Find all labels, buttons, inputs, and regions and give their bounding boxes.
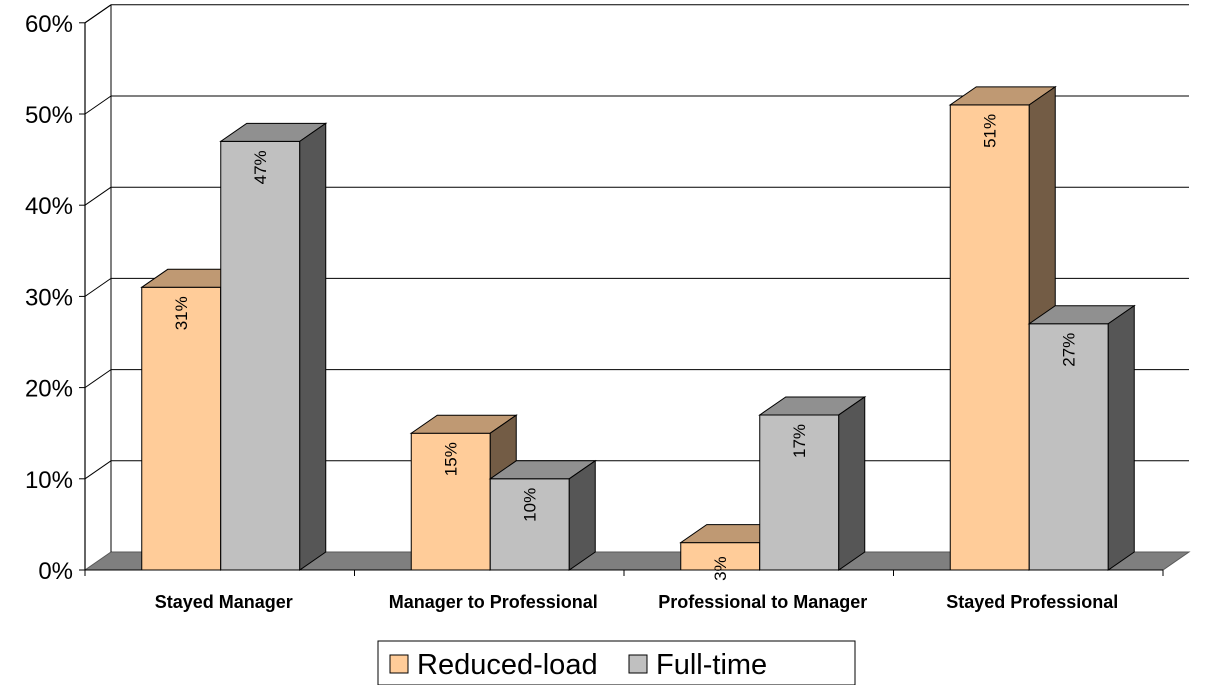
legend-item: Full-time — [628, 649, 767, 681]
x-category-label: Stayed Professional — [946, 592, 1118, 612]
data-label: 15% — [442, 442, 461, 476]
legend: Reduced-load Full-time — [377, 640, 856, 685]
data-label: 31% — [172, 296, 191, 330]
gridline-side — [84, 460, 112, 480]
y-tick-label: 40% — [25, 193, 73, 220]
data-label: 51% — [981, 114, 1000, 148]
bar-front-face — [1028, 323, 1109, 571]
bar-front-face — [489, 478, 570, 571]
bar-front-face — [220, 140, 301, 571]
y-tick-label: 50% — [25, 102, 73, 129]
gridline-side — [84, 186, 112, 206]
legend-label: Reduced-load — [417, 649, 598, 681]
bars: 31% 47% 15% 10% 3% 17% 51% 27% — [140, 85, 1136, 581]
legend-box — [377, 640, 856, 685]
data-label: 27% — [1060, 333, 1079, 367]
bar-side-face — [838, 396, 866, 571]
bar-full-time: 47% — [219, 122, 328, 571]
y-tick-label: 0% — [38, 558, 73, 585]
bar-side-face — [568, 459, 596, 571]
data-label: 3% — [711, 556, 730, 581]
bar-front-face — [759, 414, 840, 571]
x-category-label: Professional to Manager — [658, 592, 867, 612]
legend-item: Reduced-load — [389, 649, 598, 681]
y-tick-label: 30% — [25, 284, 73, 311]
bar-front-face — [680, 542, 761, 571]
legend-swatch — [389, 654, 409, 674]
y-tick-label: 20% — [25, 376, 73, 403]
data-label: 47% — [251, 150, 270, 184]
data-label: 17% — [790, 424, 809, 458]
legend-label: Full-time — [656, 649, 767, 681]
y-axis-tick-labels: 0% 10% 20% 30% 40% 50% 60% — [25, 11, 73, 585]
bar-full-time: 27% — [1027, 304, 1136, 571]
bar-front-face — [949, 104, 1030, 571]
data-label: 10% — [521, 488, 540, 522]
legend-swatch — [628, 654, 648, 674]
x-category-label: Manager to Professional — [389, 592, 598, 612]
bar-full-time: 10% — [488, 459, 597, 571]
gridline-side — [84, 369, 112, 389]
y-tick-label: 10% — [25, 467, 73, 494]
bar-side-face — [1107, 304, 1135, 571]
top-side-edge — [84, 4, 112, 24]
x-category-label: Stayed Manager — [155, 592, 293, 612]
bar-full-time: 17% — [758, 396, 867, 571]
gridline-side — [84, 277, 112, 297]
y-tick-label: 60% — [25, 11, 73, 38]
x-axis-category-labels: Stayed Manager Manager to Professional Pro… — [155, 592, 1119, 612]
bar-side-face — [299, 122, 327, 571]
gridline-side — [84, 95, 112, 115]
